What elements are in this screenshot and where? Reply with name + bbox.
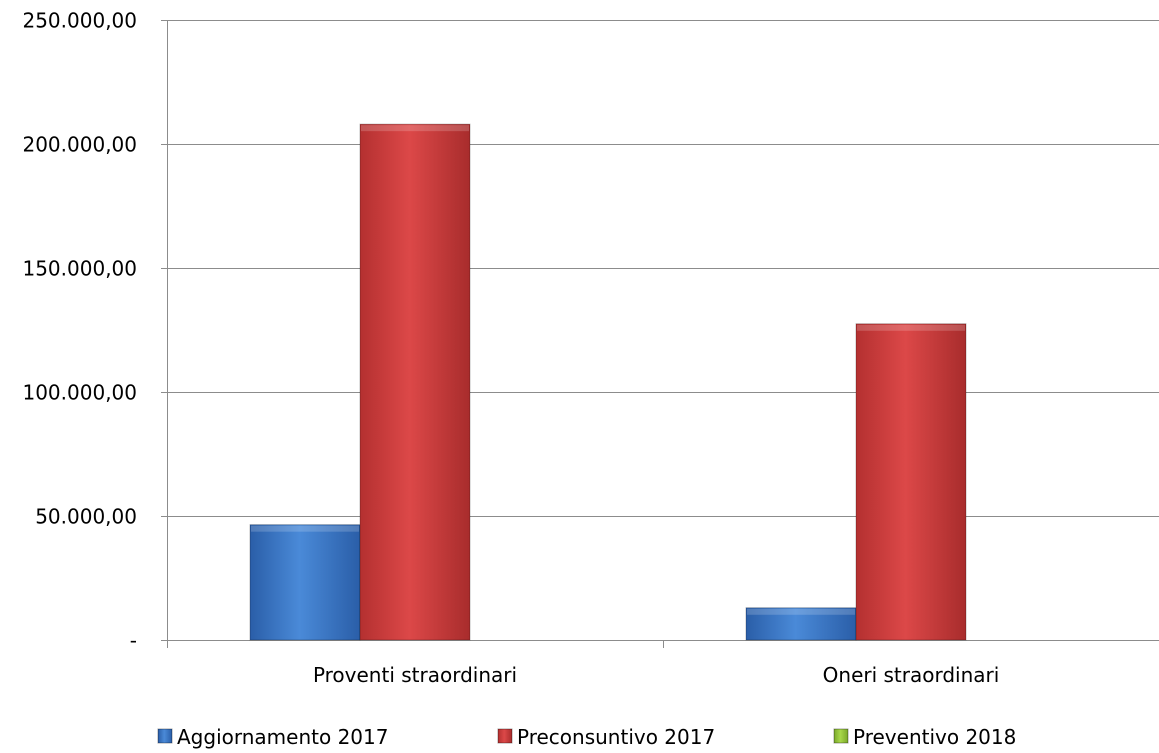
x-category-label: Proventi straordinari [313,663,517,687]
legend: Aggiornamento 2017 Preconsuntivo 2017 Prev… [157,725,1016,749]
axis-labels: - 50.000,00 100.000,00 150.000,00 200.000,00… [22,9,999,688]
legend-label: Preconsuntivo 2017 [517,725,715,749]
bar [745,607,857,641]
bar [249,524,361,641]
legend-item: Preventivo 2018 [833,725,1016,749]
y-tick-label: 150.000,00 [22,257,137,281]
y-tick-label: 250.000,00 [22,9,137,33]
bar [855,323,967,641]
legend-swatch [157,728,173,744]
legend-swatch [497,728,513,744]
y-tick-label: 200.000,00 [22,133,137,157]
bar [359,123,471,641]
legend-item: Aggiornamento 2017 [157,725,388,749]
legend-swatch [833,728,849,744]
x-category-label: Oneri straordinari [823,663,1000,687]
axes [161,20,1159,648]
legend-label: Aggiornamento 2017 [177,725,388,749]
y-tick-label: 100.000,00 [22,381,137,405]
legend-item: Preconsuntivo 2017 [497,725,715,749]
bars [249,123,967,641]
gridlines [167,20,1159,517]
legend-label: Preventivo 2018 [853,725,1016,749]
y-tick-label: 50.000,00 [35,505,137,529]
y-tick-label: - [130,629,137,653]
